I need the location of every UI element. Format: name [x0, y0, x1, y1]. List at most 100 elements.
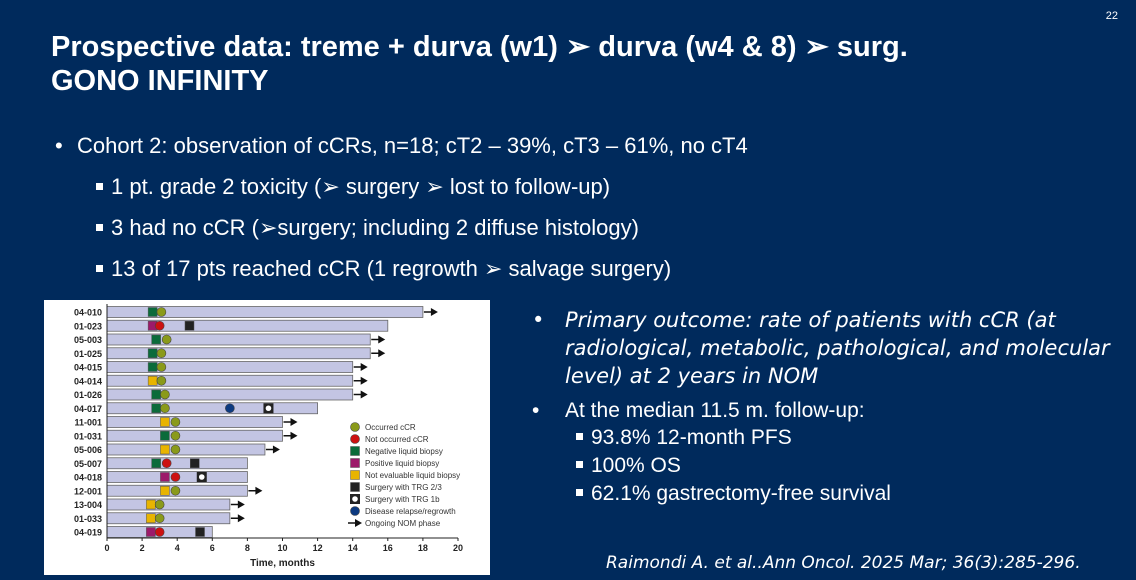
median-bullet: • At the median 11.5 m. follow-up: [532, 399, 865, 422]
ongoing-arrow-icon [378, 335, 386, 344]
legend-swatch [350, 506, 360, 516]
ongoing-arrow-icon [430, 308, 438, 316]
legend-label: Ongoing NOM phase [365, 519, 441, 528]
ongoing-arrow-icon [360, 390, 368, 399]
swimmer-chart: 04-010 01-023 05-003 01-025 04-015 04-014 01-0… [44, 300, 490, 575]
primary-outcome-text: Primary outcome: rate of patients with c… [565, 308, 1110, 388]
liquid-biopsy-marker [160, 444, 170, 455]
bullet-main: • Cohort 2: observation of cCRs, n=18; cT… [55, 133, 748, 158]
legend-label: Occurred cCR [365, 423, 416, 432]
patient-label: 01-031 [74, 431, 102, 441]
ccr-marker [160, 389, 170, 400]
liquid-biopsy-marker [147, 348, 158, 358]
title-line-1: Prospective data: treme + durva (w1) ➢ d… [51, 31, 908, 63]
ongoing-arrow-icon [237, 514, 245, 523]
patient-bar [106, 498, 231, 511]
x-tick-label: 14 [348, 543, 358, 553]
surgery-marker-center [198, 474, 205, 480]
median-text: At the median 11.5 m. follow-up: [565, 399, 865, 422]
patient-label: 01-025 [74, 349, 102, 359]
x-tick-label: 4 [175, 543, 180, 553]
ccr-marker [170, 485, 181, 496]
ongoing-arrow-icon [237, 500, 245, 509]
patient-bar [106, 402, 319, 415]
ccr-marker [156, 362, 167, 372]
liquid-biopsy-marker [160, 431, 170, 441]
primary-outcome-bullet: • Primary outcome: rate of patients with … [532, 306, 1127, 390]
x-tick-label: 10 [277, 543, 287, 553]
legend-label: Negative liquid biopsy [365, 447, 443, 456]
patient-label: 05-006 [74, 445, 102, 455]
patient-label: 12-001 [74, 486, 102, 496]
bullet-main-text: Cohort 2: observation of cCRs, n=18; cT2… [77, 133, 748, 158]
surgery-marker-center [265, 405, 272, 412]
patient-label: 04-019 [74, 528, 102, 538]
title-line-2: GONO INFINITY [51, 65, 269, 97]
liquid-biopsy-marker [146, 499, 156, 510]
patient-bar [106, 347, 371, 360]
ccr-marker [154, 527, 165, 537]
patient-label: 13-004 [74, 500, 102, 510]
patient-label: 04-015 [74, 363, 102, 373]
patient-label: 04-017 [74, 404, 102, 414]
ongoing-arrow-icon [290, 418, 298, 426]
ongoing-arrow-icon [378, 349, 386, 358]
liquid-biopsy-marker [147, 362, 158, 372]
swimmer-chart-svg: 04-010 01-023 05-003 01-025 04-015 04-014 01-0… [74, 304, 463, 569]
outcome-text: 93.8% 12-month PFS [591, 426, 792, 449]
sub-bullet: 13 of 17 pts reached cCR (1 regrowth ➢ s… [96, 256, 671, 282]
patient-label: 11-001 [74, 418, 102, 428]
patient-label: 04-014 [74, 376, 102, 386]
sub-bullet: 3 had no cCR (➢surgery; including 2 diff… [96, 215, 639, 241]
legend-swatch-center [352, 496, 358, 502]
legend-label: Not evaluable liquid biopsy [365, 471, 460, 480]
surgery-marker [184, 321, 195, 331]
ccr-marker [170, 430, 181, 441]
sub-bullet-text: 1 pt. grade 2 toxicity (➢ surgery ➢ lost… [111, 174, 611, 199]
ccr-marker [161, 334, 172, 345]
patient-label: 05-007 [74, 459, 102, 469]
x-tick-label: 16 [383, 543, 393, 553]
patient-bar [106, 333, 371, 346]
legend-label: Disease relapse/regrowth [365, 507, 456, 516]
legend-label: Surgery with TRG 2/3 [365, 483, 442, 492]
surgery-marker [190, 458, 200, 468]
x-axis-label: Time, months [250, 558, 315, 569]
x-tick-label: 18 [418, 543, 428, 553]
outcome-text: 100% OS [591, 454, 681, 477]
patient-bar [106, 512, 231, 525]
ccr-marker [156, 307, 167, 317]
legend-swatch [350, 422, 360, 432]
ongoing-arrow-icon [272, 445, 280, 454]
x-tick-label: 8 [245, 543, 250, 553]
ccr-marker [161, 458, 172, 469]
x-tick-label: 2 [140, 543, 145, 553]
liquid-biopsy-marker [151, 403, 161, 413]
legend-swatch [350, 458, 360, 468]
patient-label: 05-003 [74, 335, 102, 345]
patient-bar [106, 374, 354, 387]
liquid-biopsy-marker [147, 376, 158, 386]
liquid-biopsy-marker [160, 417, 170, 427]
patient-label: 01-026 [74, 390, 102, 400]
legend-label: Not occurred cCR [365, 435, 429, 444]
x-tick-label: 6 [210, 543, 215, 553]
ccr-marker [160, 403, 170, 414]
patient-bar [106, 388, 354, 401]
ccr-marker [154, 320, 165, 331]
ongoing-arrow-icon [360, 376, 368, 385]
surgery-marker [195, 527, 205, 537]
liquid-biopsy-marker [146, 527, 156, 537]
outcome-sub-bullet: 100% OS [576, 452, 1127, 480]
liquid-biopsy-marker [147, 307, 158, 317]
patient-bar [106, 429, 283, 442]
legend-label: Surgery with TRG 1b [365, 495, 440, 504]
sub-bullet-text: 13 of 17 pts reached cCR (1 regrowth ➢ s… [111, 256, 672, 281]
ccr-marker [170, 472, 181, 482]
liquid-biopsy-marker [151, 389, 161, 400]
legend-swatch [350, 482, 360, 492]
x-tick-label: 20 [453, 543, 463, 553]
patient-bar [106, 416, 283, 428]
relapse-marker [225, 403, 235, 414]
legend-swatch [350, 470, 360, 480]
